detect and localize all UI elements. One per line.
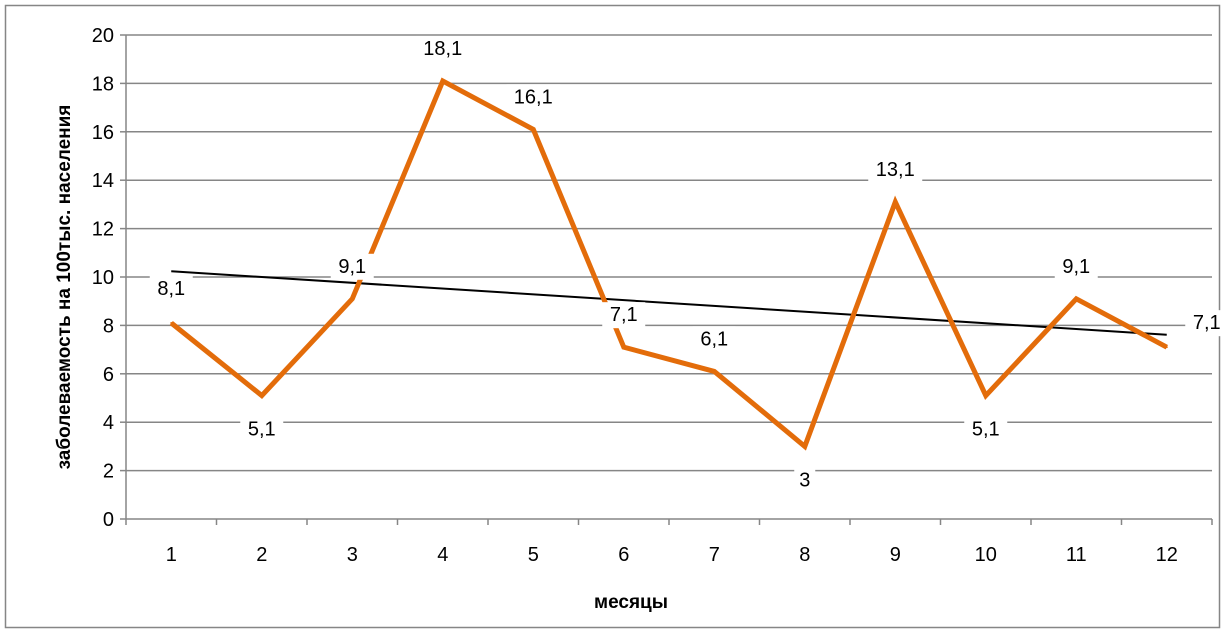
y-tick-label: 14 — [92, 170, 114, 192]
trendline-layer — [171, 270, 1167, 336]
x-tick-label: 1 — [166, 544, 177, 566]
y-axis-title: заболеваемость на 100тыс. населения — [54, 105, 75, 470]
y-tick-label: 4 — [103, 412, 114, 434]
x-tick-label: 9 — [890, 544, 901, 566]
series-layer — [169, 77, 1168, 451]
data-label: 9,1 — [1062, 256, 1090, 278]
x-tick-label: 6 — [618, 544, 629, 566]
gridlines — [126, 34, 1212, 472]
trendline — [171, 270, 1167, 336]
data-label-bg — [692, 326, 736, 353]
y-tick-label: 10 — [92, 267, 114, 289]
x-tick-label: 3 — [347, 544, 358, 566]
data-label: 13,1 — [876, 159, 915, 181]
series-line — [169, 77, 1168, 451]
data-point — [713, 370, 716, 373]
data-label: 7,1 — [1193, 312, 1221, 334]
y-tick-label: 16 — [92, 122, 114, 144]
data-point — [803, 445, 806, 448]
data-point — [622, 346, 625, 349]
y-tick-label: 12 — [92, 219, 114, 241]
y-tick-label: 6 — [103, 364, 114, 386]
data-label-bg — [149, 275, 193, 302]
x-tick-label: 11 — [1066, 544, 1087, 566]
data-label: 3 — [799, 469, 810, 491]
y-tick-label: 2 — [103, 461, 114, 483]
data-label: 6,1 — [700, 328, 728, 350]
data-point — [170, 321, 173, 324]
data-label-bg — [1185, 310, 1225, 337]
x-tick-label: 7 — [709, 544, 720, 566]
data-labels: 8,1 5,1 9,1 18,1 16,1 7,1 6,1 3 13,1 5,1 9,1 7,1 — [149, 35, 1225, 494]
y-tick-label: 18 — [92, 73, 114, 95]
data-label: 18,1 — [423, 38, 462, 60]
x-tick-label: 10 — [975, 544, 997, 566]
x-tick-label: 5 — [528, 544, 539, 566]
data-label-bg — [794, 467, 816, 494]
data-point — [894, 200, 897, 203]
data-point — [441, 79, 444, 82]
x-tick-label: 4 — [437, 544, 448, 566]
data-label-bg — [964, 416, 1008, 443]
x-tick-label: 12 — [1156, 544, 1178, 566]
data-label-bg — [415, 35, 470, 62]
data-label: 5,1 — [972, 419, 1000, 441]
data-point — [984, 394, 987, 397]
x-tick-label: 8 — [799, 544, 810, 566]
data-label: 8,1 — [157, 278, 185, 300]
y-tick-label: 0 — [103, 509, 114, 531]
data-label-bg — [330, 253, 374, 280]
data-point — [260, 394, 263, 397]
data-label-bg — [240, 416, 284, 443]
x-axis-title: месяцы — [594, 592, 668, 613]
data-label-bg — [868, 156, 923, 183]
data-label: 9,1 — [338, 256, 366, 278]
data-point — [532, 128, 535, 131]
data-label-bg — [602, 302, 646, 329]
y-tick-label: 20 — [92, 25, 114, 47]
x-tick-label: 2 — [256, 544, 267, 566]
data-point — [351, 297, 354, 300]
data-label-bg — [506, 84, 561, 111]
data-point — [1165, 346, 1168, 349]
data-point — [1075, 297, 1078, 300]
data-label: 5,1 — [248, 419, 276, 441]
data-label: 7,1 — [610, 304, 638, 326]
data-label: 16,1 — [514, 86, 553, 108]
y-tick-label: 8 — [103, 315, 114, 337]
data-label-bg — [1054, 253, 1098, 280]
